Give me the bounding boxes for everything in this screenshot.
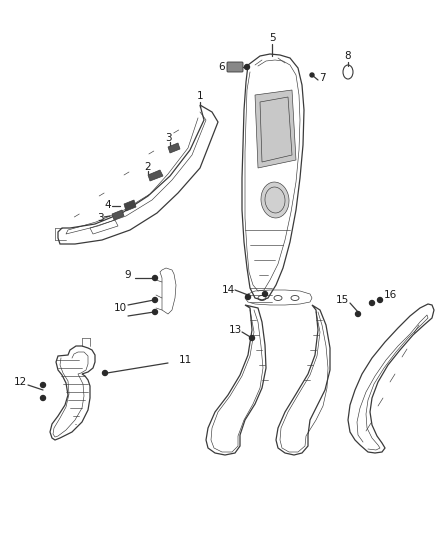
Text: 1: 1 — [197, 91, 203, 101]
Text: 11: 11 — [178, 355, 192, 365]
Circle shape — [356, 311, 360, 317]
Circle shape — [310, 73, 314, 77]
Text: 3: 3 — [97, 213, 103, 223]
Text: 7: 7 — [319, 73, 325, 83]
Polygon shape — [148, 170, 163, 181]
Circle shape — [102, 370, 107, 376]
Text: 13: 13 — [228, 325, 242, 335]
Text: 8: 8 — [345, 51, 351, 61]
Text: 10: 10 — [113, 303, 127, 313]
Circle shape — [370, 301, 374, 305]
Circle shape — [246, 295, 251, 300]
Circle shape — [244, 64, 250, 69]
Polygon shape — [112, 210, 124, 220]
Text: 15: 15 — [336, 295, 349, 305]
Circle shape — [152, 310, 158, 314]
Circle shape — [378, 297, 382, 303]
Text: 14: 14 — [221, 285, 235, 295]
FancyBboxPatch shape — [227, 62, 243, 72]
Circle shape — [40, 395, 46, 400]
Polygon shape — [124, 200, 136, 211]
Circle shape — [262, 292, 268, 296]
Text: 3: 3 — [165, 133, 171, 143]
Circle shape — [40, 383, 46, 387]
Text: 5: 5 — [268, 33, 276, 43]
Ellipse shape — [261, 182, 289, 218]
Circle shape — [152, 276, 158, 280]
Circle shape — [250, 335, 254, 341]
Text: 9: 9 — [125, 270, 131, 280]
Text: 2: 2 — [145, 162, 151, 172]
Circle shape — [152, 297, 158, 303]
Polygon shape — [255, 90, 296, 168]
Text: 16: 16 — [383, 290, 397, 300]
Polygon shape — [168, 143, 180, 153]
Text: 6: 6 — [219, 62, 225, 72]
Text: 12: 12 — [14, 377, 27, 387]
Text: 4: 4 — [105, 200, 111, 210]
